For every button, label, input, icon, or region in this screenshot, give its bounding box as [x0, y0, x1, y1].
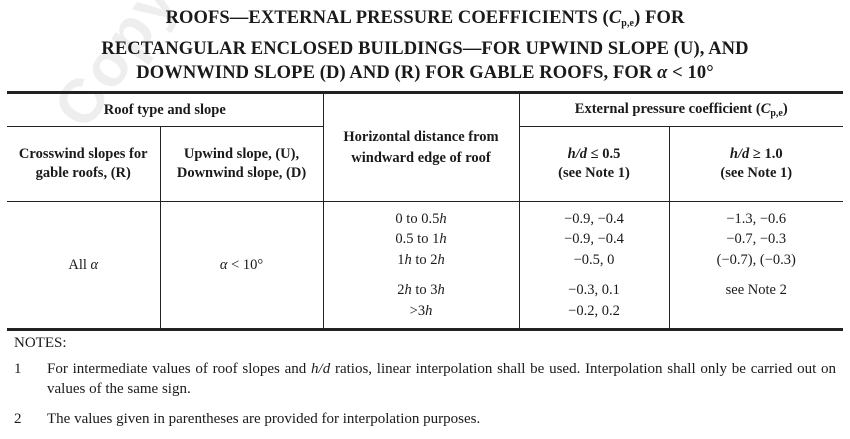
- distance-row: 0 to 0.5h: [395, 210, 447, 227]
- note-number: 2: [14, 411, 22, 427]
- header-horizontal-distance: Horizontal distance from windward edge o…: [322, 92, 520, 202]
- header-roof-type-and-slope: Roof type and slope: [7, 92, 324, 127]
- distance-row: 1h to 2h: [397, 251, 445, 268]
- value-row: −0.9, −0.4: [564, 231, 624, 248]
- value-row: −0.9, −0.4: [564, 210, 624, 227]
- title-line-1: ROOFS—EXTERNAL PRESSURE COEFFICIENTS (Cp…: [165, 8, 685, 29]
- header-hd-ge-1-0: h/d ≥ 1.0 (see Note 1): [668, 126, 844, 202]
- distance-row: 0.5 to 1h: [395, 231, 447, 248]
- note-text: For intermediate values of roof slopes a…: [47, 361, 837, 397]
- value-row: −0.5, 0: [573, 251, 615, 268]
- notes-heading: NOTES:: [14, 335, 67, 351]
- note-item: 1 For intermediate values of roof slopes…: [14, 359, 836, 399]
- cell-distances: 0 to 0.5h 0.5 to 1h 1h to 2h 2h to 3h >3…: [322, 201, 520, 330]
- value-row: see Note 2: [725, 282, 787, 299]
- cell-upwind-alpha-lt-10: α < 10°: [159, 201, 324, 330]
- value-row: −1.3, −0.6: [726, 210, 787, 227]
- title-line-3: DOWNWIND SLOPE (D) AND (R) FOR GABLE ROO…: [136, 63, 714, 83]
- header-crosswind-slopes: Crosswind slopes for gable roofs, (R): [7, 126, 161, 202]
- note-item: 2 The values given in parentheses are pr…: [14, 409, 836, 429]
- notes-section: NOTES: 1 For intermediate values of roof…: [14, 333, 836, 439]
- cell-crosswind-all-alpha: All α: [7, 201, 161, 330]
- header-upwind-downwind-slope: Upwind slope, (U), Downwind slope, (D): [159, 126, 324, 202]
- table-title: ROOFS—EXTERNAL PRESSURE COEFFICIENTS (Cp…: [0, 6, 850, 86]
- title-line-2: RECTANGULAR ENCLOSED BUILDINGS—FOR UPWIN…: [101, 38, 749, 59]
- cell-high-hd-values: −1.3, −0.6 −0.7, −0.3 (−0.7), (−0.3) see…: [668, 201, 844, 330]
- value-row: (−0.7), (−0.3): [716, 251, 796, 268]
- header-hd-le-0-5: h/d ≤ 0.5 (see Note 1): [518, 126, 670, 202]
- note-number: 1: [14, 361, 22, 377]
- value-row: −0.7, −0.3: [726, 231, 787, 248]
- value-row: −0.2, 0.2: [568, 302, 620, 319]
- pressure-coefficient-table: Roof type and slope Horizontal distance …: [7, 91, 844, 331]
- header-external-pressure-coefficient: External pressure coefficient (Cp,e): [518, 92, 844, 127]
- value-row: −0.3, 0.1: [568, 282, 620, 299]
- distance-row: >3h: [409, 302, 433, 319]
- distance-row: 2h to 3h: [397, 282, 445, 299]
- cell-low-hd-values: −0.9, −0.4 −0.9, −0.4 −0.5, 0 −0.3, 0.1 …: [518, 201, 670, 330]
- note-text: The values given in parentheses are prov…: [47, 411, 481, 427]
